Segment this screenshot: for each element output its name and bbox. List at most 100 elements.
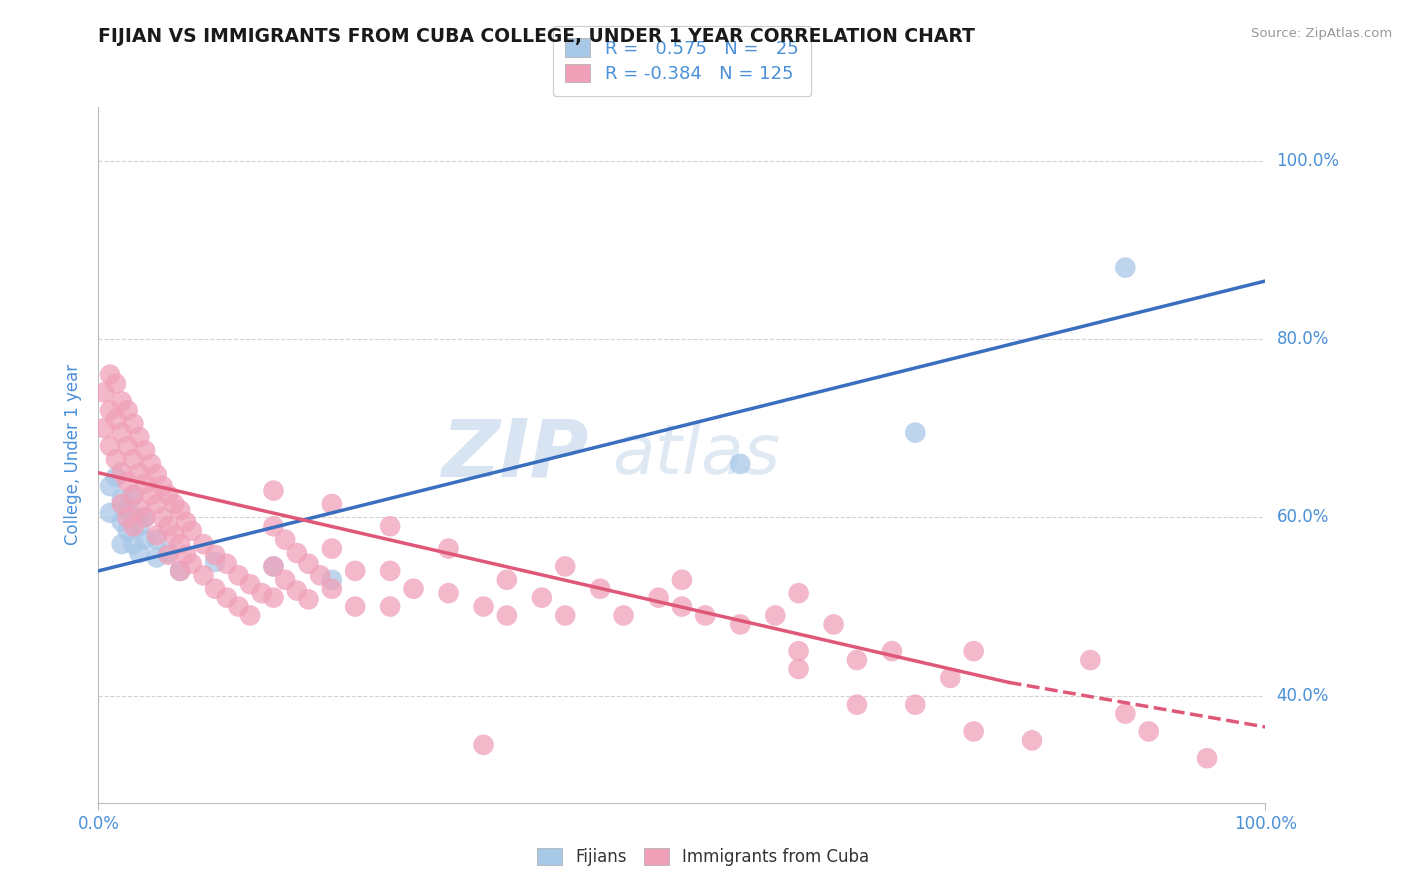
Point [93,421,115,435]
Point [1114,260,1136,275]
Point [239,608,262,623]
Point [671,599,693,614]
Point [228,568,250,582]
Point [472,738,495,752]
Point [321,573,343,587]
Point [262,483,284,498]
Point [122,519,145,533]
Point [204,582,226,596]
Point [823,617,845,632]
Point [152,479,174,493]
Point [122,537,145,551]
Point [98,479,121,493]
Legend: Fijians, Immigrants from Cuba: Fijians, Immigrants from Cuba [529,840,877,875]
Text: ZIP: ZIP [441,416,589,494]
Point [262,591,284,605]
Point [111,466,134,480]
Point [134,510,156,524]
Point [169,503,191,517]
Point [554,559,576,574]
Point [763,608,786,623]
Point [111,515,134,529]
Point [98,506,121,520]
Text: 60.0%: 60.0% [1277,508,1329,526]
Point [309,568,332,582]
Point [98,368,121,382]
Point [250,586,273,600]
Point [274,573,297,587]
Point [262,559,284,574]
Text: 40.0%: 40.0% [1277,687,1329,705]
Point [730,617,752,632]
Point [730,457,752,471]
Text: 100.0%: 100.0% [1277,152,1340,169]
Y-axis label: College, Under 1 year: College, Under 1 year [65,364,83,546]
Point [117,524,139,538]
Point [98,439,121,453]
Point [122,488,145,502]
Point [612,608,634,623]
Point [321,541,343,556]
Point [695,608,717,623]
Point [128,430,150,444]
Point [122,510,145,524]
Point [215,591,238,605]
Point [104,470,127,484]
Point [152,510,174,524]
Point [163,497,186,511]
Text: Source: ZipAtlas.com: Source: ZipAtlas.com [1251,27,1392,40]
Point [111,394,134,409]
Point [146,528,169,542]
Point [904,425,927,440]
Point [285,583,308,598]
Point [215,557,238,571]
Point [122,488,145,502]
Point [117,510,139,524]
Point [174,548,197,562]
Point [128,519,150,533]
Point [98,403,121,417]
Point [787,586,810,600]
Point [228,599,250,614]
Point [344,564,367,578]
Point [845,653,868,667]
Point [589,582,612,596]
Point [146,467,169,482]
Point [239,577,262,591]
Point [134,443,156,458]
Point [321,582,343,596]
Point [437,541,460,556]
Point [1114,706,1136,721]
Point [1137,724,1160,739]
Point [163,528,186,542]
Point [647,591,669,605]
Point [204,548,226,562]
Point [146,533,169,547]
Point [104,376,127,391]
Point [139,488,162,502]
Point [157,519,180,533]
Point [117,475,139,489]
Point [117,439,139,453]
Point [787,662,810,676]
Point [378,564,402,578]
Point [117,501,139,516]
Point [122,417,145,431]
Point [962,644,984,658]
Text: 80.0%: 80.0% [1277,330,1329,348]
Point [904,698,927,712]
Point [169,537,191,551]
Point [169,564,191,578]
Point [111,492,134,507]
Point [193,537,215,551]
Point [402,582,425,596]
Point [880,644,903,658]
Point [378,599,402,614]
Point [262,559,284,574]
Point [111,537,134,551]
Point [134,476,156,491]
Point [530,591,553,605]
Point [169,564,191,578]
Point [157,548,180,562]
Point [134,510,156,524]
